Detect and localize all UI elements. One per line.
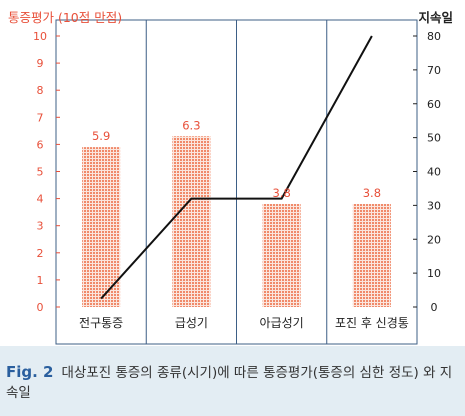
caption-text: 대상포진 통증의 종류(시기)에 따른 통증평가(통증의 심한 정도) 와 지속… [6, 365, 453, 401]
left-tick-label: 3 [37, 220, 44, 233]
right-tick-label: 60 [427, 98, 441, 111]
bar [262, 204, 301, 307]
figure-label: Fig. 2 [6, 363, 54, 381]
left-tick-label: 10 [33, 30, 47, 43]
bar-data-label: 3.8 [363, 186, 381, 200]
right-tick-label: 20 [427, 233, 441, 246]
left-tick-label: 1 [37, 274, 44, 287]
left-tick-label: 4 [37, 193, 44, 206]
left-tick-label: 0 [37, 301, 44, 314]
left-tick-label: 2 [37, 247, 44, 260]
category-label: 아급성기 [260, 316, 304, 330]
duration-line [100, 35, 373, 300]
bar-data-label: 5.9 [92, 129, 110, 143]
bar-data-label: 3.8 [272, 186, 290, 200]
right-tick-label: 50 [427, 132, 441, 145]
right-tick-label: 0 [431, 301, 438, 314]
left-tick-label: 6 [37, 138, 44, 151]
right-tick-label: 10 [427, 267, 441, 280]
bar [352, 204, 391, 307]
right-tick-label: 30 [427, 199, 441, 212]
bar [172, 136, 211, 307]
left-tick-label: 7 [37, 111, 44, 124]
chart-panel: 0 1 2 3 4 5 6 7 8 9 10 0 10 20 30 40 50 60 70 80 5.9 6.3 3.8… [0, 0, 465, 346]
figure-caption: Fig. 2 대상포진 통증의 종류(시기)에 따른 통증평가(통증의 심한 정도… [6, 362, 461, 403]
category-label: 전구통증 [79, 316, 123, 330]
left-axis-title: 통증평가 (10점 만점) [8, 10, 122, 25]
category-label: 급성기 [175, 316, 208, 330]
right-tick-label: 70 [427, 64, 441, 77]
bar-data-label: 6.3 [182, 118, 200, 132]
chart: 0 1 2 3 4 5 6 7 8 9 10 0 10 20 30 40 50 60 70 80 5.9 6.3 3.8… [8, 10, 453, 345]
left-tick-label: 9 [37, 57, 44, 70]
left-tick-label: 5 [37, 166, 44, 179]
bar [82, 147, 121, 307]
right-axis-title: 지속일 [418, 10, 453, 25]
right-tick-label: 40 [427, 166, 441, 179]
right-tick-label: 80 [427, 30, 441, 43]
category-label: 포진 후 신경통 [335, 316, 409, 330]
left-tick-label: 8 [37, 84, 44, 97]
